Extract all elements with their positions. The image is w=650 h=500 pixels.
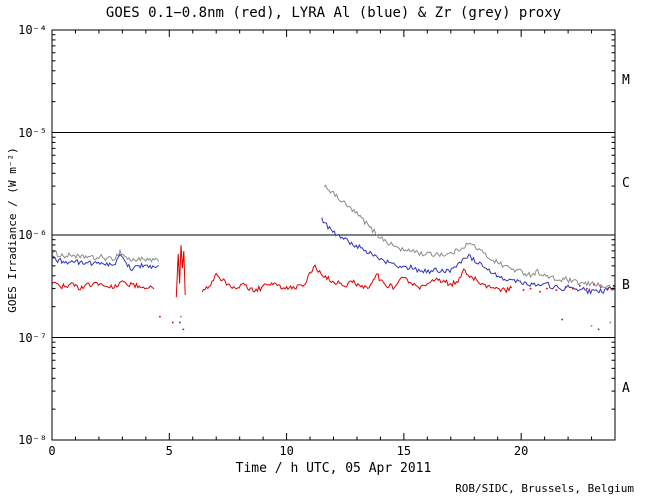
series-scatter-dot-2 (586, 287, 588, 290)
series-scatter-dot-2 (159, 315, 161, 318)
series-scatter-dot-2 (546, 287, 548, 290)
y-tick-label: 10⁻⁸ (18, 433, 47, 447)
series-scatter-dot-1 (179, 321, 181, 324)
series-scatter-dot-0 (609, 321, 612, 324)
flare-class-label-c: C (622, 175, 630, 191)
series-scatter-dot-1 (597, 328, 600, 331)
y-tick-label: 10⁻⁶ (18, 228, 47, 242)
y-tick-label: 10⁻⁵ (18, 125, 47, 140)
series-line-2 (175, 245, 186, 298)
flare-class-label-a: A (622, 380, 630, 396)
series-line-2 (201, 264, 513, 294)
series-scatter-dot-0 (180, 315, 182, 318)
series-scatter-dot-1 (561, 318, 563, 321)
series-scatter-dot-2 (613, 284, 615, 287)
series-scatter-dot-2 (579, 284, 581, 287)
series-line-1 (321, 217, 616, 295)
chart-title: GOES 0.1−0.8nm (red), LYRA Al (blue) & Z… (105, 5, 562, 21)
flare-class-label-m: M (622, 73, 630, 89)
series-scatter-dot-2 (607, 287, 609, 290)
series-scatter-dot-2 (572, 287, 574, 290)
credit-text: ROB/SIDC, Brussels, Belgium (455, 482, 634, 495)
x-tick-label: 0 (48, 444, 56, 458)
series-scatter-dot-2 (600, 286, 602, 288)
series-scatter-dot-2 (564, 286, 567, 288)
series-scatter-dot-2 (555, 289, 558, 291)
series-scatter-dot-2 (593, 283, 595, 286)
x-tick-label: 10 (279, 444, 294, 458)
x-tick-label: 5 (165, 444, 173, 458)
series-scatter-dot-2 (172, 321, 174, 324)
series-scatter-dot-2 (522, 289, 525, 291)
flare-class-label-b: B (622, 278, 630, 294)
series-scatter-dot-1 (182, 328, 185, 331)
series-scatter-dot-2 (529, 287, 532, 290)
series-line-0 (51, 248, 160, 263)
y-tick-label: 10⁻⁷ (18, 330, 47, 345)
series-scatter-dot-2 (539, 290, 541, 293)
series-line-0 (323, 184, 616, 291)
series-scatter-dot-0 (590, 325, 593, 327)
series-line-1 (51, 253, 159, 272)
x-tick-label: 20 (513, 444, 529, 458)
x-tick-label: 15 (396, 444, 412, 458)
series-line-2 (51, 280, 155, 291)
y-tick-label: 10⁻⁴ (18, 23, 47, 37)
x-axis-label: Time / h UTC, 05 Apr 2011 (235, 461, 432, 476)
